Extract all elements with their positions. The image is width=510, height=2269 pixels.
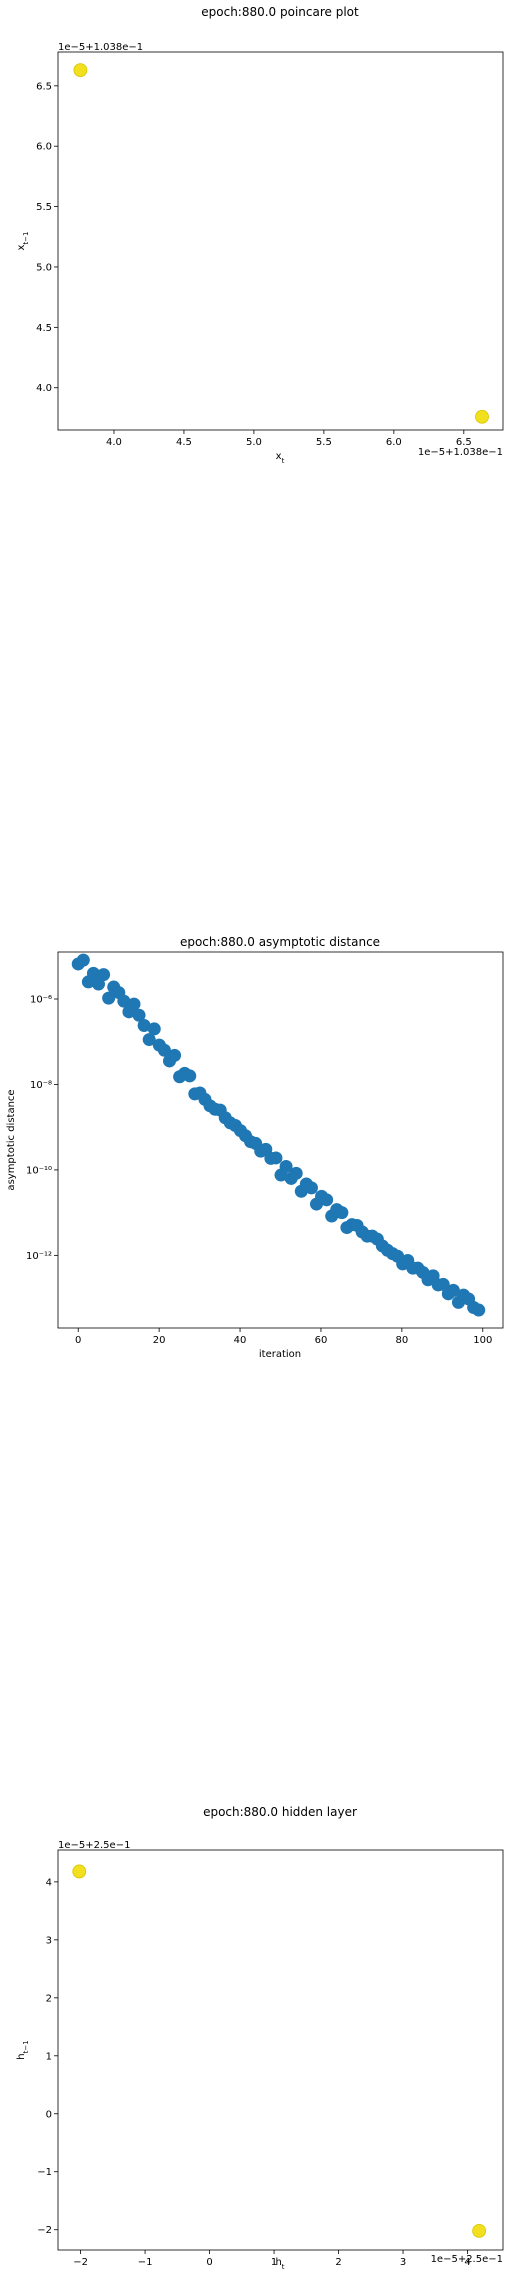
poincare-xtick-label: 5.5 <box>316 437 332 448</box>
asymptotic-y-ticks: 10⁻⁶ 10⁻⁸ 10⁻¹⁰ 10⁻¹² <box>26 995 58 1262</box>
asymptotic-point <box>304 1181 318 1195</box>
asymptotic-xtick-label: 80 <box>395 1335 408 1346</box>
asymptotic-point <box>472 1303 486 1317</box>
poincare-ytick-label: 4.5 <box>36 323 52 334</box>
poincare-x-offset-text: 1e−5+1.038e−1 <box>418 447 503 458</box>
hidden-x-label: ht <box>275 2257 284 2269</box>
poincare-xtick-label: 6.5 <box>456 437 472 448</box>
asymptotic-xtick-label: 40 <box>234 1335 247 1346</box>
hidden-y-label: ht−1 <box>16 2040 30 2059</box>
asymptotic-ytick-label: 10⁻¹² <box>26 1251 52 1262</box>
hidden-point <box>472 2223 487 2238</box>
hidden-xtick-label: 4 <box>464 2257 470 2268</box>
asymptotic-x-label: iteration <box>259 1349 301 1360</box>
asymptotic-point <box>137 1018 151 1032</box>
asymptotic-point <box>147 1022 161 1036</box>
poincare-points <box>73 63 489 424</box>
poincare-ytick-label: 6.0 <box>36 142 52 153</box>
asymptotic-ytick-label: 10⁻¹⁰ <box>26 1165 52 1176</box>
asymptotic-point <box>117 994 131 1008</box>
hidden-x-offset-text: 1e−5+2.5e−1 <box>431 2254 503 2265</box>
poincare-x-label: xt <box>276 451 285 465</box>
asymptotic-ytick-label: 10⁻⁶ <box>30 995 52 1006</box>
poincare-point <box>73 63 88 78</box>
asymptotic-distance-axes <box>57 951 504 1329</box>
hidden-xtick-label: −1 <box>138 2257 153 2268</box>
asymptotic-point <box>132 1008 146 1022</box>
hidden-xtick-label: 1 <box>271 2257 277 2268</box>
hidden-x-ticks: −2 −1 0 1 2 3 4 <box>73 2250 471 2268</box>
asymptotic-point <box>320 1193 334 1207</box>
asymptotic-ytick-label: 10⁻⁸ <box>30 1080 52 1091</box>
hidden-point <box>72 1864 87 1879</box>
asymptotic-xtick-label: 100 <box>473 1335 492 1346</box>
asymptotic-point <box>97 968 111 982</box>
poincare-xtick-label: 6.0 <box>386 437 402 448</box>
hidden-layer-axes <box>57 1849 504 2251</box>
hidden-layer-panel: epoch:880.0 hidden layer 1e−5+2.5e−1 −2−… <box>16 1805 504 2269</box>
asymptotic-point <box>335 1206 349 1220</box>
hidden-ytick-label: 2 <box>46 1993 52 2004</box>
hidden-ytick-label: −2 <box>37 2225 52 2236</box>
asymptotic-point <box>157 1043 171 1057</box>
hidden-xtick-label: 3 <box>400 2257 406 2268</box>
asymptotic-point <box>279 1159 293 1173</box>
asymptotic-xtick-label: 20 <box>153 1335 166 1346</box>
hidden-ytick-label: 0 <box>46 2109 52 2120</box>
hidden-points <box>72 1864 487 2238</box>
asymptotic-point <box>127 997 141 1011</box>
poincare-ytick-label: 6.5 <box>36 81 52 92</box>
asymptotic-point <box>86 966 100 980</box>
hidden-ytick-label: −1 <box>37 2167 52 2178</box>
poincare-xtick-label: 5.0 <box>246 437 262 448</box>
poincare-ytick-label: 5.0 <box>36 262 52 273</box>
poincare-plot-title: epoch:880.0 poincare plot <box>201 5 359 19</box>
hidden-xtick-label: 2 <box>335 2257 341 2268</box>
poincare-plot-axes <box>57 51 504 431</box>
poincare-ytick-label: 4.0 <box>36 383 52 394</box>
asymptotic-point <box>142 1033 156 1047</box>
asymptotic-points <box>71 953 486 1317</box>
asymptotic-distance-title: epoch:880.0 asymptotic distance <box>180 935 380 949</box>
asymptotic-x-ticks: 0 20 40 60 80 100 <box>75 1328 492 1346</box>
poincare-xtick-label: 4.5 <box>176 437 192 448</box>
asymptotic-point <box>102 991 116 1005</box>
poincare-y-offset-text: 1e−5+1.038e−1 <box>58 42 143 53</box>
hidden-layer-title: epoch:880.0 hidden layer <box>203 1805 357 1819</box>
poincare-plot-panel: epoch:880.0 poincare plot 1e−5+1.038e−1 … <box>16 5 504 465</box>
poincare-ytick-label: 5.5 <box>36 202 52 213</box>
poincare-x-ticks: 4.0 4.5 5.0 5.5 6.0 6.5 <box>106 430 472 448</box>
asymptotic-y-label: asymptotic distance <box>6 1089 17 1190</box>
asymptotic-point <box>76 953 90 967</box>
asymptotic-xtick-label: 60 <box>315 1335 328 1346</box>
poincare-y-ticks: 4.0 4.5 5.0 5.5 6.0 6.5 <box>36 81 58 394</box>
hidden-xtick-label: −2 <box>73 2257 88 2268</box>
asymptotic-point <box>168 1048 182 1062</box>
poincare-xtick-label: 4.0 <box>106 437 122 448</box>
asymptotic-point <box>289 1166 303 1180</box>
asymptotic-point <box>183 1069 197 1083</box>
asymptotic-point <box>446 1283 460 1297</box>
hidden-xtick-label: 0 <box>206 2257 212 2268</box>
hidden-y-offset-text: 1e−5+2.5e−1 <box>58 1840 130 1851</box>
hidden-ytick-label: 4 <box>46 1877 52 1888</box>
asymptotic-point <box>269 1151 283 1165</box>
hidden-ytick-label: 1 <box>46 2051 52 2062</box>
poincare-y-label: xt−1 <box>16 232 30 251</box>
poincare-point <box>475 409 489 424</box>
asymptotic-xtick-label: 0 <box>75 1335 81 1346</box>
hidden-y-ticks: −2 −1 0 1 2 3 4 <box>37 1877 58 2236</box>
asymptotic-distance-panel: epoch:880.0 asymptotic distance 0 20 40 60 8… <box>6 935 504 1360</box>
hidden-ytick-label: 3 <box>46 1935 52 1946</box>
